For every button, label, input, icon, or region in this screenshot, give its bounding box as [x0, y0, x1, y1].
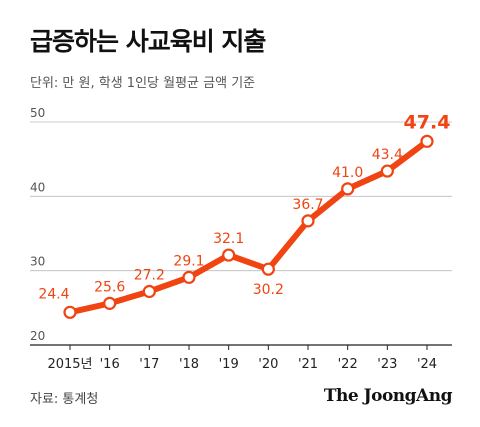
- x-tick-label: '16: [100, 357, 120, 372]
- data-label: 36.7: [292, 197, 323, 213]
- data-label: 43.4: [372, 147, 403, 163]
- data-label: 27.2: [134, 267, 165, 283]
- x-tick-label: '21: [298, 357, 318, 372]
- chart-subtitle: 단위: 만 원, 학생 1인당 월평균 금액 기준: [30, 76, 256, 91]
- data-point: [182, 270, 196, 284]
- x-tick-label: '17: [139, 357, 159, 372]
- x-tick-label: '23: [377, 357, 397, 372]
- data-point: [301, 214, 315, 228]
- y-tick-label: 30: [30, 255, 45, 269]
- x-tick-label: '20: [258, 357, 278, 372]
- y-tick-label: 40: [30, 180, 45, 194]
- data-point: [261, 262, 275, 276]
- source-note: 자료: 통계청: [30, 392, 99, 407]
- x-tick-label: 2015년: [47, 357, 92, 372]
- data-label: 30.2: [253, 282, 284, 298]
- data-point: [341, 182, 355, 196]
- data-label: 24.4: [38, 286, 69, 302]
- data-label-latest: 47.4: [404, 111, 451, 133]
- brand-logo: The JoongAng: [323, 386, 453, 406]
- data-point: [222, 248, 236, 262]
- data-label: 41.0: [332, 165, 363, 181]
- data-label: 32.1: [213, 231, 244, 247]
- x-tick-label: '19: [219, 357, 239, 372]
- chart-title: 급증하는 사교육비 지출: [30, 27, 266, 56]
- data-point: [142, 284, 156, 299]
- data-point: [420, 134, 434, 148]
- data-point: [103, 296, 117, 310]
- x-tick-label: '18: [179, 357, 199, 372]
- data-label: 25.6: [94, 279, 125, 295]
- x-tick-label: '22: [338, 357, 358, 372]
- y-tick-label: 20: [30, 329, 45, 343]
- data-point: [380, 164, 394, 178]
- x-tick-label: '24: [417, 357, 437, 372]
- y-tick-label: 50: [30, 106, 45, 120]
- series-line: [67, 138, 430, 316]
- data-label: 29.1: [173, 253, 204, 269]
- data-point: [63, 305, 77, 319]
